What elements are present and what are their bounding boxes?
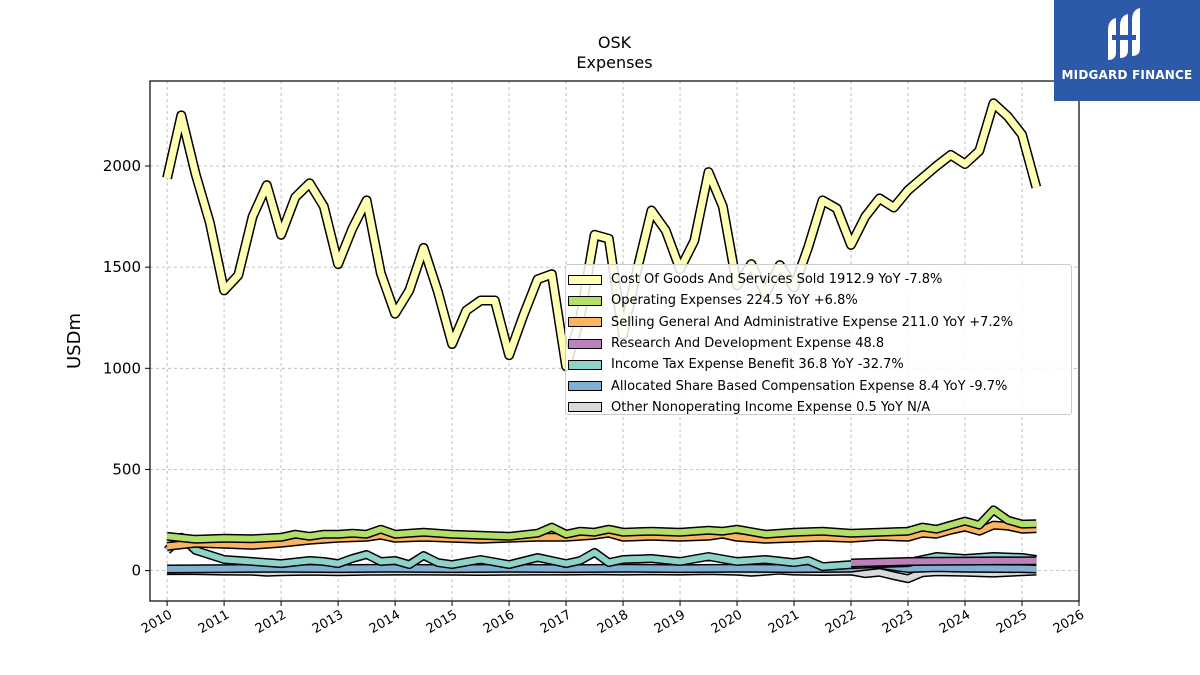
x-tick-label: 2020 (709, 607, 745, 637)
legend-label: Selling General And Administrative Expen… (611, 314, 1014, 330)
y-tick-label: 500 (112, 460, 141, 478)
midgard-logo-icon (1108, 8, 1140, 60)
series-line-operating-expenses (166, 506, 1037, 543)
legend-item: Research And Development Expense 48.8 (566, 333, 1071, 354)
x-tick-label: 2023 (880, 607, 916, 637)
series-line-allocated-share-based-compensation-expense (167, 561, 1037, 572)
x-tick-label: 2012 (253, 607, 289, 637)
series-line-research-and-development-expense (850, 557, 1037, 566)
y-tick-label: 2000 (103, 157, 141, 175)
legend-label: Operating Expenses 224.5 YoY +6.8% (611, 293, 858, 309)
chart-subtitle: Expenses (576, 53, 652, 72)
series-line-cost-of-goods-and-services-sold (163, 99, 1040, 370)
legend-swatch (568, 381, 602, 392)
legend-item: Selling General And Administrative Expen… (566, 312, 1071, 333)
x-tick-label: 2011 (196, 607, 232, 637)
legend-item: Cost Of Goods And Services Sold 1912.9 Y… (566, 269, 1071, 290)
chart-legend: Cost Of Goods And Services Sold 1912.9 Y… (565, 264, 1072, 415)
x-tick-label: 2021 (766, 607, 802, 637)
x-tick-label: 2018 (595, 607, 631, 637)
x-tick-label: 2019 (652, 607, 688, 637)
x-tick-label: 2010 (139, 607, 175, 637)
x-tick-label: 2026 (1051, 607, 1087, 637)
midgard-finance-logo: MIDGARD FINANCE (1054, 0, 1200, 101)
legend-item: Allocated Share Based Compensation Expen… (566, 375, 1071, 396)
legend-swatch (568, 317, 602, 328)
x-tick-label: 2022 (823, 607, 859, 637)
legend-item: Income Tax Expense Benefit 36.8 YoY -32.… (566, 354, 1071, 375)
x-tick-label: 2025 (994, 607, 1030, 637)
legend-label: Allocated Share Based Compensation Expen… (611, 378, 1008, 394)
legend-item: Other Nonoperating Income Expense 0.5 Yo… (566, 397, 1071, 418)
x-tick-label: 2015 (424, 607, 460, 637)
legend-item: Operating Expenses 224.5 YoY +6.8% (566, 290, 1071, 311)
legend-swatch (568, 338, 602, 349)
y-tick-label: 0 (131, 562, 141, 580)
plot-frame (149, 80, 1080, 602)
legend-label: Research And Development Expense 48.8 (611, 336, 885, 352)
legend-label: Other Nonoperating Income Expense 0.5 Yo… (611, 399, 931, 415)
legend-label: Cost Of Goods And Services Sold 1912.9 Y… (611, 272, 943, 288)
series-lines (162, 98, 1042, 584)
legend-label: Income Tax Expense Benefit 36.8 YoY -32.… (611, 357, 904, 373)
legend-swatch (568, 295, 602, 306)
x-tick-label: 2017 (538, 607, 574, 637)
x-tick-label: 2016 (481, 607, 517, 637)
legend-swatch (568, 402, 602, 413)
chart-title: OSK (598, 33, 632, 52)
y-tick-label: 1000 (103, 359, 141, 377)
legend-swatch (568, 274, 602, 285)
x-tick-label: 2014 (367, 607, 403, 637)
x-tick-label: 2024 (937, 607, 973, 637)
logo-text: MIDGARD FINANCE (1061, 68, 1193, 82)
y-axis-label: USDm (64, 313, 85, 369)
x-tick-label: 2013 (310, 607, 346, 637)
y-tick-label: 1500 (103, 258, 141, 276)
legend-swatch (568, 359, 602, 370)
